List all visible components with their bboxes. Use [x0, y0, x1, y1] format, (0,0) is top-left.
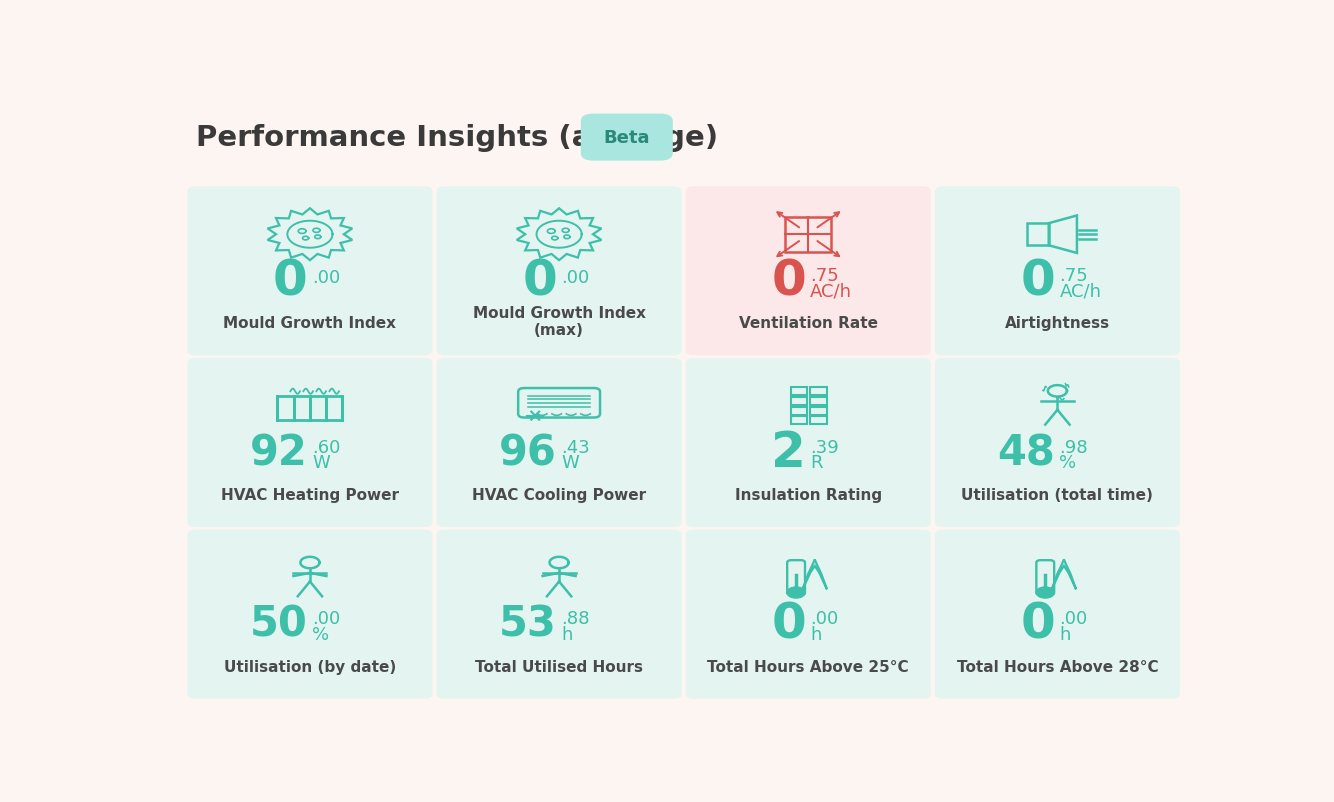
Text: AC/h: AC/h	[1059, 282, 1102, 301]
Text: HVAC Cooling Power: HVAC Cooling Power	[472, 487, 646, 502]
Text: AC/h: AC/h	[810, 282, 852, 301]
Text: .98: .98	[1059, 438, 1089, 456]
Text: R: R	[810, 454, 823, 472]
Text: 48: 48	[998, 431, 1055, 473]
FancyBboxPatch shape	[935, 530, 1181, 699]
Text: Total Hours Above 28°C: Total Hours Above 28°C	[956, 658, 1158, 674]
Text: .43: .43	[562, 438, 590, 456]
Text: 0: 0	[771, 600, 806, 648]
Text: 50: 50	[249, 603, 308, 645]
Text: 2: 2	[771, 428, 806, 476]
FancyBboxPatch shape	[935, 187, 1181, 356]
Text: Utilisation (by date): Utilisation (by date)	[224, 658, 396, 674]
Text: .00: .00	[810, 610, 839, 627]
FancyBboxPatch shape	[686, 187, 931, 356]
Text: W: W	[312, 454, 329, 472]
Circle shape	[1037, 588, 1054, 598]
Text: %: %	[312, 626, 329, 643]
Text: Beta: Beta	[603, 129, 650, 147]
Text: Mould Growth Index: Mould Growth Index	[223, 316, 396, 330]
Text: .88: .88	[562, 610, 590, 627]
Text: h: h	[1059, 626, 1071, 643]
Text: .75: .75	[810, 266, 839, 285]
FancyBboxPatch shape	[686, 358, 931, 528]
Text: W: W	[562, 454, 579, 472]
Text: .75: .75	[1059, 266, 1089, 285]
Text: .00: .00	[312, 610, 340, 627]
Text: h: h	[562, 626, 572, 643]
Text: .00: .00	[1059, 610, 1087, 627]
Text: h: h	[810, 626, 822, 643]
Text: Mould Growth Index: Mould Growth Index	[472, 306, 646, 320]
Text: 0: 0	[1021, 257, 1055, 305]
Text: (max): (max)	[534, 322, 584, 337]
Text: Performance Insights (average): Performance Insights (average)	[196, 124, 718, 152]
FancyBboxPatch shape	[187, 358, 432, 528]
Text: 0: 0	[1021, 600, 1055, 648]
FancyBboxPatch shape	[436, 358, 682, 528]
Text: Total Hours Above 25°C: Total Hours Above 25°C	[707, 658, 908, 674]
Text: Utilisation (total time): Utilisation (total time)	[962, 487, 1154, 502]
FancyBboxPatch shape	[935, 358, 1181, 528]
FancyBboxPatch shape	[187, 530, 432, 699]
Text: 0: 0	[771, 257, 806, 305]
Text: .60: .60	[312, 438, 340, 456]
Text: 92: 92	[249, 431, 308, 473]
Text: HVAC Heating Power: HVAC Heating Power	[221, 487, 399, 502]
Text: 96: 96	[499, 431, 558, 473]
FancyBboxPatch shape	[436, 187, 682, 356]
Text: .00: .00	[562, 269, 590, 287]
FancyBboxPatch shape	[187, 187, 432, 356]
Text: Ventilation Rate: Ventilation Rate	[739, 316, 878, 330]
FancyBboxPatch shape	[580, 115, 672, 161]
Text: 0: 0	[273, 257, 308, 305]
Text: .39: .39	[810, 438, 839, 456]
Circle shape	[787, 588, 804, 598]
Text: Insulation Rating: Insulation Rating	[735, 487, 882, 502]
Text: %: %	[1059, 454, 1077, 472]
FancyBboxPatch shape	[436, 530, 682, 699]
Text: Airtightness: Airtightness	[1005, 316, 1110, 330]
FancyBboxPatch shape	[686, 530, 931, 699]
Text: .00: .00	[312, 269, 340, 287]
Text: 0: 0	[523, 257, 558, 305]
Text: 53: 53	[499, 603, 558, 645]
Text: Total Utilised Hours: Total Utilised Hours	[475, 658, 643, 674]
